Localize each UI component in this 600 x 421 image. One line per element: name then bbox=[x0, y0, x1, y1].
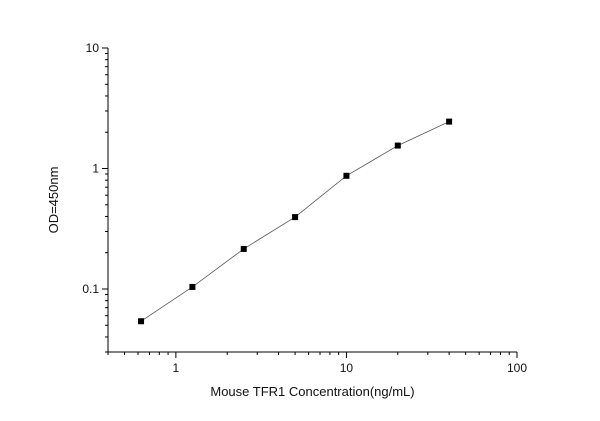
y-tick-label: 10 bbox=[86, 41, 100, 55]
x-tick-label: 1 bbox=[173, 361, 180, 375]
x-tick-label: 10 bbox=[340, 361, 354, 375]
data-point-marker bbox=[446, 118, 453, 125]
data-point-marker bbox=[138, 318, 145, 325]
x-tick-label: 100 bbox=[507, 361, 527, 375]
y-axis-label: OD=450nm bbox=[46, 167, 61, 234]
y-tick-label: 0.1 bbox=[82, 282, 99, 296]
data-point-marker bbox=[343, 172, 350, 179]
data-point-marker bbox=[394, 142, 401, 149]
axes: 1 10 100 0.1 1 10 bbox=[82, 41, 527, 375]
series-layer bbox=[138, 118, 453, 325]
data-point-marker bbox=[189, 283, 196, 290]
series-line bbox=[140, 121, 450, 322]
x-axis-label: Mouse TFR1 Concentration(ng/mL) bbox=[210, 384, 414, 399]
y-tick-label: 1 bbox=[92, 161, 99, 175]
data-point-marker bbox=[240, 245, 247, 252]
data-point-marker bbox=[292, 214, 299, 221]
